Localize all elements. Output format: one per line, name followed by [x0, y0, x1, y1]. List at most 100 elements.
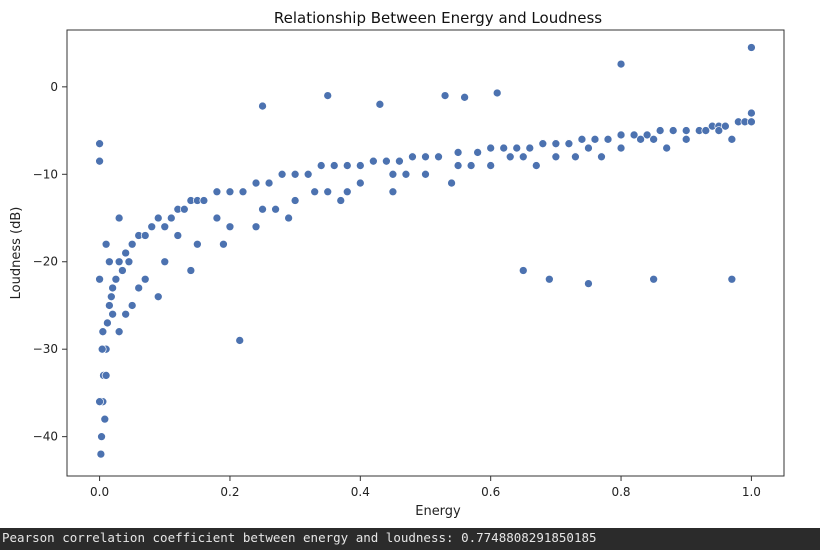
data-point: [681, 134, 691, 144]
data-point: [577, 134, 587, 144]
data-point: [160, 257, 170, 267]
data-point: [118, 266, 127, 275]
data-point: [727, 274, 737, 284]
chart-title: Relationship Between Energy and Loudness: [274, 9, 602, 27]
data-point: [147, 222, 157, 232]
data-point: [655, 126, 665, 135]
data-point: [105, 257, 114, 267]
data-point: [114, 213, 124, 223]
data-point: [95, 139, 104, 149]
data-point: [727, 134, 737, 144]
data-point: [499, 143, 509, 153]
data-point: [336, 196, 346, 205]
data-point: [597, 152, 606, 162]
data-point: [421, 152, 430, 162]
data-point: [101, 371, 111, 380]
data-point: [251, 222, 261, 232]
data-point: [95, 156, 104, 166]
data-point: [160, 222, 170, 232]
data-point: [681, 126, 691, 135]
x-axis-label: Energy: [415, 504, 461, 519]
data-point: [103, 318, 112, 328]
data-point: [303, 169, 313, 179]
data-point: [323, 187, 333, 197]
data-point: [375, 99, 385, 109]
data-point: [466, 161, 476, 170]
data-point: [701, 126, 711, 135]
data-point: [114, 257, 124, 267]
data-point: [173, 231, 183, 240]
y-axis-label: Loudness (dB): [9, 207, 24, 300]
data-point: [258, 101, 267, 111]
data-point: [616, 130, 626, 140]
data-point: [590, 134, 600, 144]
data-point: [95, 397, 104, 407]
data-point: [193, 239, 202, 249]
data-point: [97, 344, 107, 354]
data-point: [355, 178, 365, 188]
data-point: [720, 121, 730, 131]
data-point: [668, 126, 678, 135]
data-point: [134, 283, 144, 293]
data-point: [121, 248, 131, 258]
data-point: [388, 187, 398, 197]
data-point: [440, 91, 450, 100]
data-point: [616, 143, 626, 153]
data-point: [101, 239, 111, 249]
data-point: [486, 161, 496, 170]
data-point: [124, 257, 134, 267]
data-point: [584, 143, 593, 153]
data-point: [106, 292, 116, 302]
data-point: [98, 327, 108, 337]
data-point: [342, 161, 352, 170]
data-point: [388, 169, 398, 179]
data-point: [401, 169, 411, 179]
data-point: [382, 156, 391, 166]
data-point: [629, 130, 639, 140]
data-point: [140, 231, 150, 240]
data-point: [747, 43, 756, 52]
y-tick-label: −30: [33, 342, 58, 356]
data-point: [96, 449, 106, 459]
data-point: [127, 301, 137, 310]
x-tick-label: 0.0: [90, 485, 109, 499]
data-point: [649, 134, 658, 144]
data-point: [100, 414, 110, 424]
data-point: [290, 196, 300, 205]
data-point: [251, 178, 261, 188]
data-point: [108, 283, 117, 293]
x-tick-label: 0.8: [611, 485, 630, 499]
x-tick-label: 0.6: [481, 485, 500, 499]
scatter-chart: Relationship Between Energy and Loudness…: [9, 9, 785, 519]
data-point: [369, 156, 378, 166]
data-point: [153, 292, 163, 302]
data-point: [316, 161, 326, 170]
data-point: [512, 143, 522, 153]
data-point: [649, 274, 658, 284]
data-point: [290, 169, 300, 179]
chart-svg: Relationship Between Energy and Loudness…: [9, 9, 785, 519]
data-point: [662, 143, 672, 153]
data-point: [518, 266, 528, 275]
data-point: [434, 152, 443, 162]
data-point: [584, 279, 593, 288]
data-point: [355, 161, 365, 170]
data-point: [235, 336, 245, 345]
x-tick-label: 0.4: [351, 485, 370, 499]
data-point: [258, 204, 267, 214]
data-point: [108, 309, 117, 319]
data-point: [395, 156, 404, 166]
data-point: [551, 152, 561, 162]
data-point: [531, 161, 541, 170]
data-point: [538, 139, 548, 149]
data-point: [97, 432, 106, 441]
y-tick-label: −20: [33, 255, 58, 269]
data-point: [212, 187, 222, 197]
data-point: [186, 266, 196, 275]
data-point: [225, 187, 235, 197]
data-point: [447, 178, 456, 188]
data-point: [225, 222, 235, 232]
data-point: [616, 59, 626, 69]
data-point: [121, 309, 131, 319]
data-point: [636, 134, 645, 144]
